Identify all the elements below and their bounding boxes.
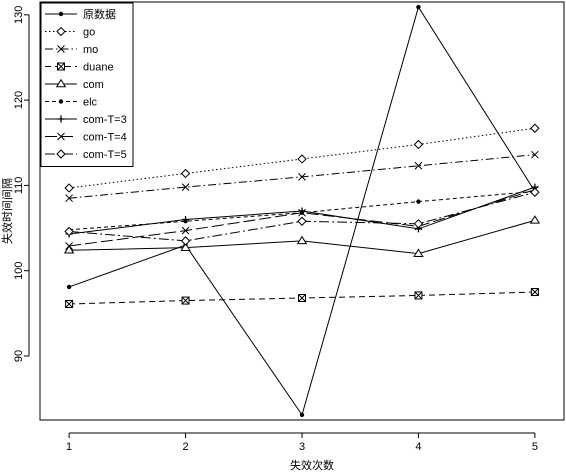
legend-item: 原数据 [45,7,116,21]
data-point [180,168,191,179]
series-1 [64,123,540,193]
legend-label: 原数据 [83,7,116,21]
data-point [64,226,74,237]
legend-marker [56,149,66,159]
data-point [181,183,190,191]
y-tick-label: 110 [13,177,25,195]
data-point [530,123,540,133]
data-point [63,244,75,254]
data-point [64,183,74,193]
legend: 原数据 go mo duane com elc com-T=3 com-T=4 com-T=5 [40,2,134,167]
legend-label: mo [83,44,98,56]
x-tick-label: 3 [299,441,305,453]
legend-label: elc [83,97,98,109]
data-point [413,219,424,229]
y-tick-label: 90 [13,350,25,362]
legend-marker [55,78,67,88]
series-2 [65,150,539,203]
legend-marker [57,62,65,71]
data-point [182,216,190,224]
data-point [181,226,190,235]
series-8 [64,187,540,246]
data-point [65,242,73,250]
data-point [416,199,421,204]
data-point [181,296,190,305]
data-point [414,161,423,170]
data-point [530,288,539,297]
data-point [298,208,306,217]
legend-label: com-T=3 [83,114,127,126]
x-axis-label: 失效次数 [290,458,334,472]
data-point [414,291,423,300]
legend-item: mo [45,44,98,56]
legend-item: elc [45,97,98,109]
series-layer [63,4,541,418]
legend-marker [58,99,64,104]
data-point [65,299,74,308]
legend-marker [56,26,66,37]
legend-box [40,2,134,167]
data-point [416,4,421,10]
data-point [531,150,539,159]
legend-item: com-T=4 [45,132,127,144]
legend-label: com-T=4 [83,132,127,144]
data-point [297,154,307,164]
data-point [413,139,424,150]
axis-layer: 1 2 3 4 5 90 100 110 120 130 [13,6,538,453]
data-point [66,284,72,290]
data-point [299,412,305,418]
x-tick-label: 5 [532,441,538,453]
data-point [296,235,308,245]
legend-item: go [45,27,95,39]
legend-marker [57,132,65,141]
legend-label: com-T=5 [83,149,127,161]
data-point [180,242,191,251]
data-point [298,173,306,181]
data-point [529,215,541,224]
y-axis-label: 失效时间间隔 [0,178,14,244]
legend-item: com [45,78,104,91]
data-point [65,194,73,203]
legend-marker [57,115,65,123]
data-point [180,236,191,246]
series-3 [65,288,539,308]
y-tick-label: 100 [13,262,25,280]
x-tick-label: 1 [66,441,72,453]
legend-label: com [83,79,104,91]
data-point [413,248,424,257]
legend-marker [57,45,65,53]
data-point [297,216,307,226]
legend-marker [58,11,64,17]
series-4 [63,215,541,257]
legend-label: duane [83,62,114,74]
legend-label: go [83,27,95,39]
data-point [298,294,306,303]
y-tick-label: 130 [13,6,25,24]
x-tick-label: 4 [415,441,421,453]
x-tick-label: 2 [182,441,188,453]
plot-frame [39,1,565,421]
legend-item: com-T=5 [45,149,127,161]
y-tick-label: 120 [13,91,25,109]
data-point [530,187,540,197]
legend-item: com-T=3 [45,114,127,126]
legend-item: duane [45,62,114,74]
